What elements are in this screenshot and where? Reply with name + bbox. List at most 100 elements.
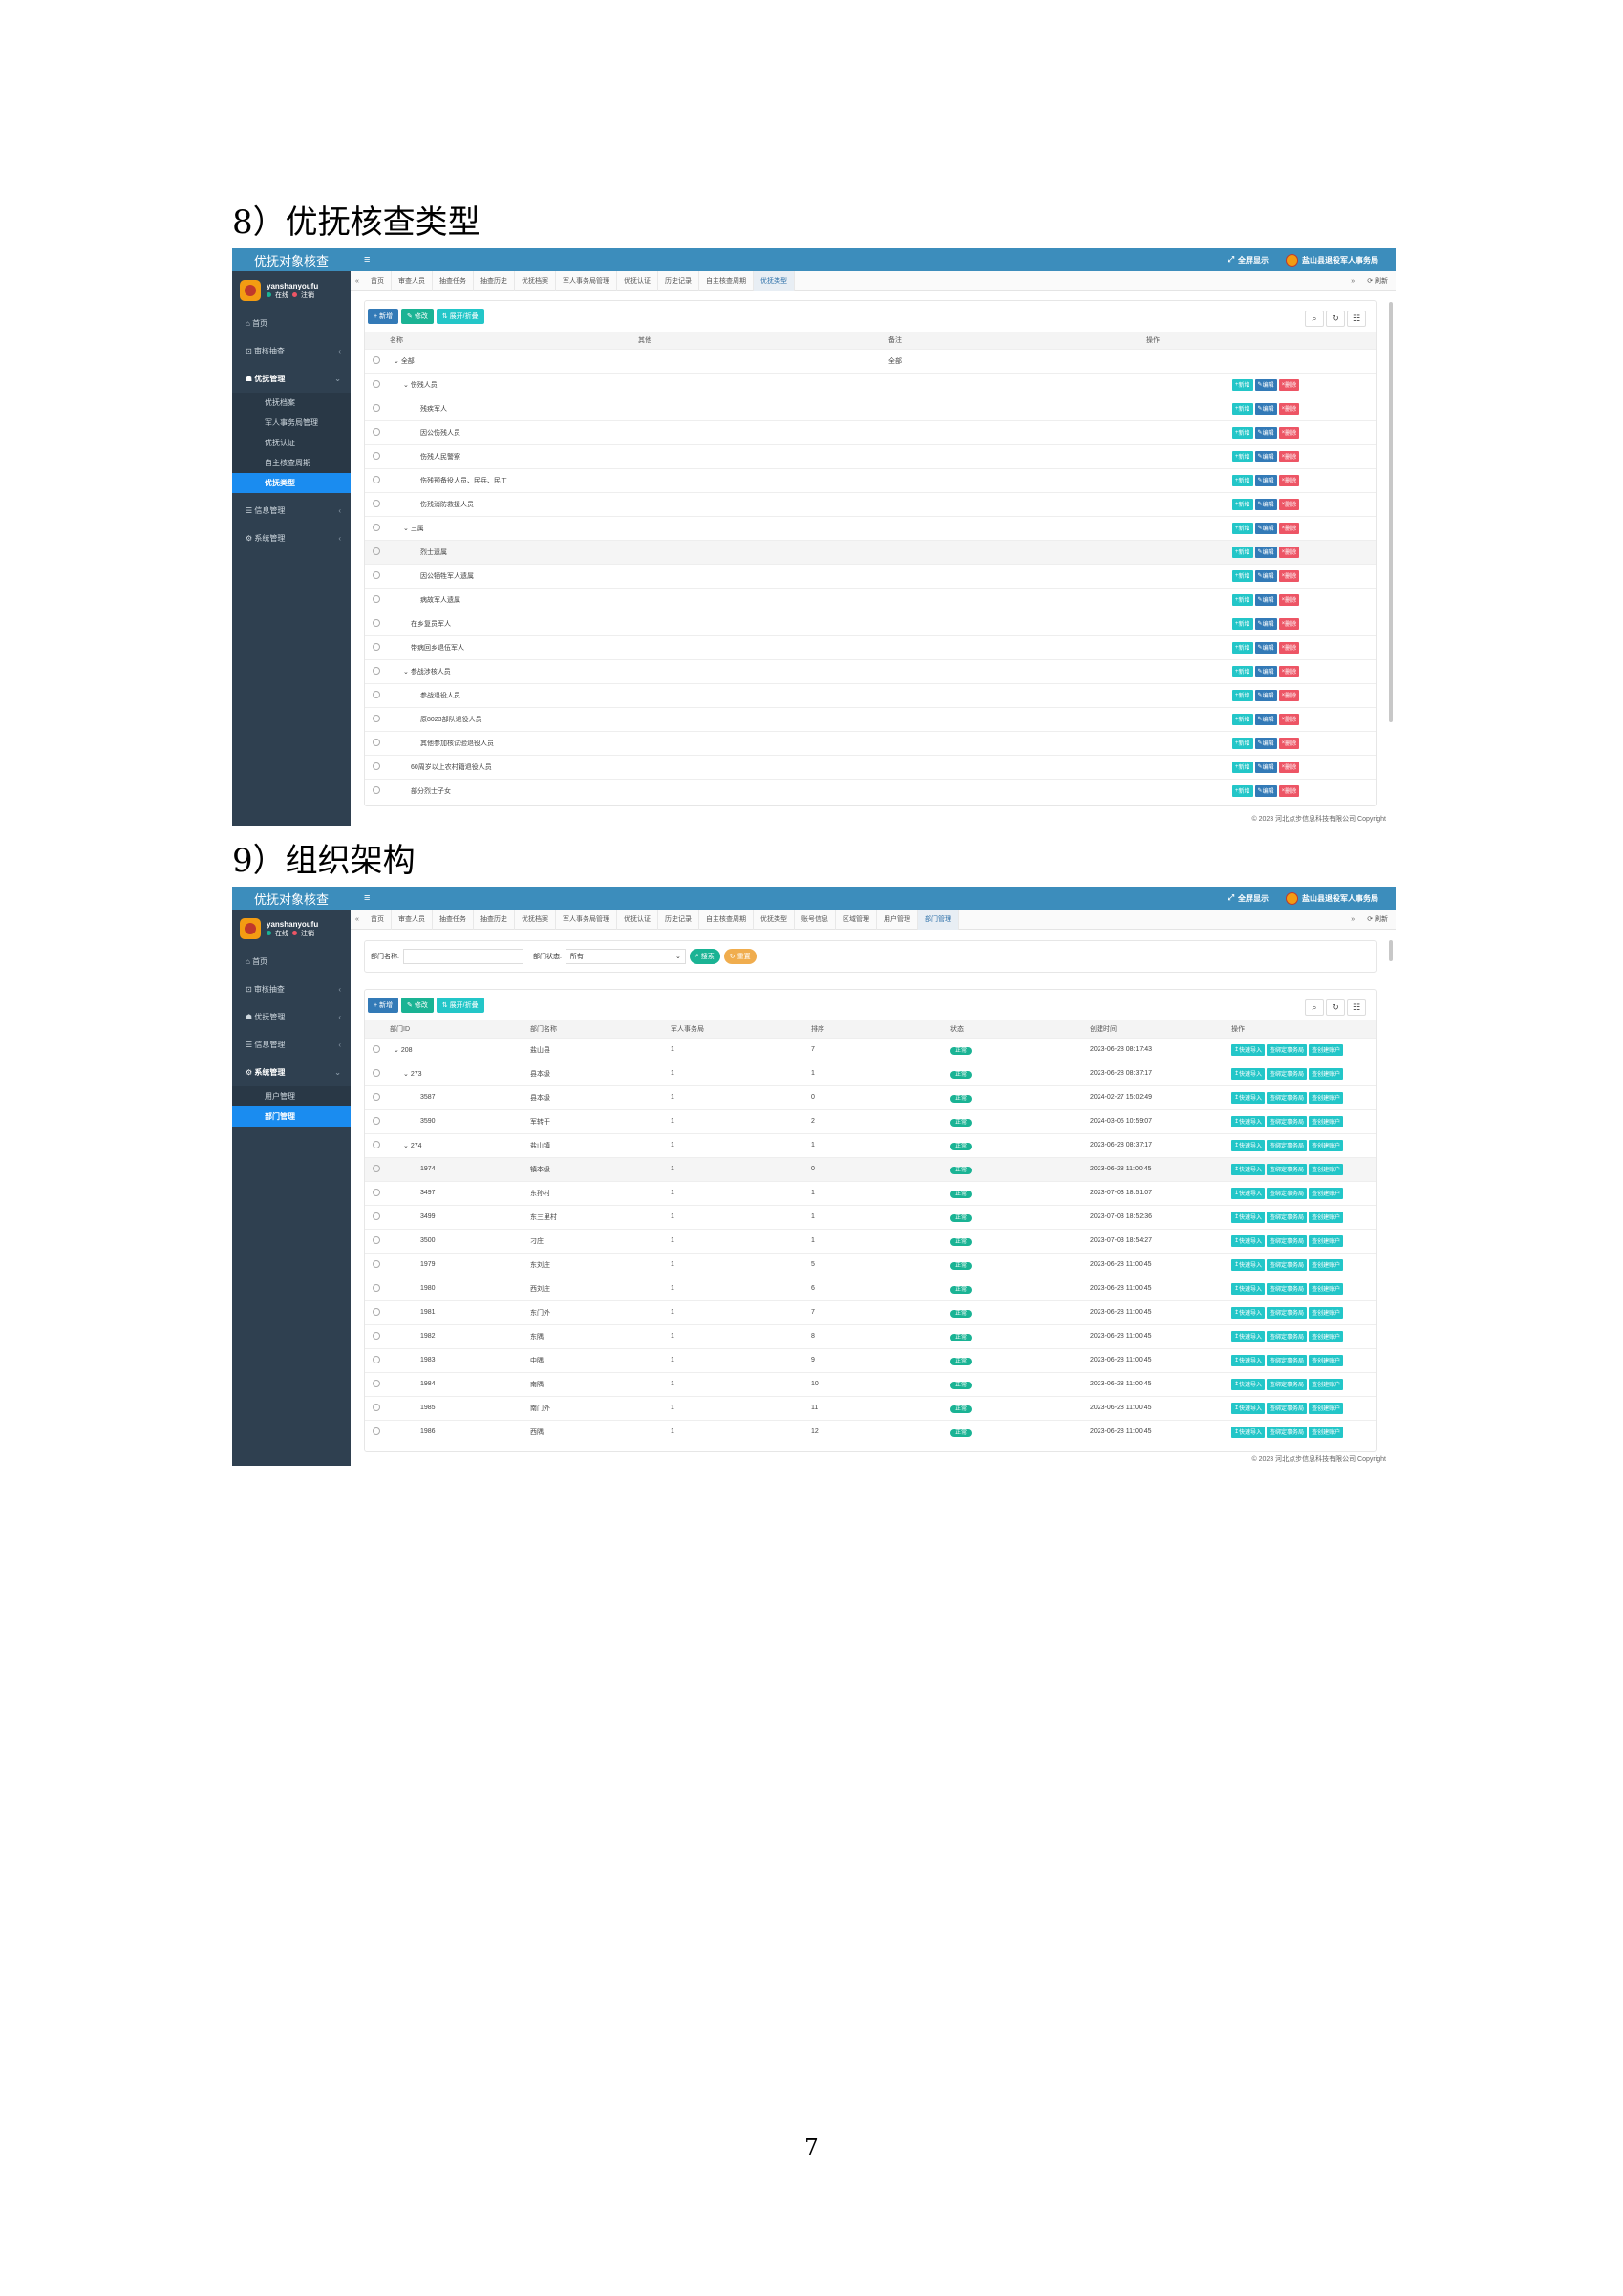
bind-bureau-button[interactable]: 查绑定事务局 [1267,1067,1308,1080]
table-row[interactable]: ⌄ 三属 + 新增 ✎ 编辑 × 删除 [365,515,1376,540]
tab-records[interactable]: 历史记录 [658,909,699,930]
avatar[interactable] [240,280,261,301]
table-row[interactable]: ⌄ 274 盐山镇 1 1 正常 2023-06-28 08:37:17 ↥ 快速… [365,1132,1376,1157]
tab-cycle[interactable]: 自主核查周期 [699,909,754,930]
row-add-button[interactable]: + 新增 [1232,641,1253,654]
row-edit-button[interactable]: ✎ 编辑 [1254,498,1277,510]
row-add-button[interactable]: + 新增 [1232,522,1253,534]
row-edit-button[interactable]: ✎ 编辑 [1254,784,1277,797]
menu-toggle-icon[interactable]: ≡ [364,254,371,266]
create-account-button[interactable]: 查创建账户 [1309,1402,1344,1414]
row-delete-button[interactable]: × 删除 [1278,402,1300,415]
create-account-button[interactable]: 查创建账户 [1309,1330,1344,1342]
bind-bureau-button[interactable]: 查绑定事务局 [1267,1115,1308,1127]
bind-bureau-button[interactable]: 查绑定事务局 [1267,1258,1308,1271]
row-edit-button[interactable]: ✎ 编辑 [1254,713,1277,725]
bind-bureau-button[interactable]: 查绑定事务局 [1267,1378,1308,1390]
row-delete-button[interactable]: × 删除 [1278,378,1300,391]
row-add-button[interactable]: + 新增 [1232,784,1253,797]
table-row[interactable]: 3499 东三里村 1 1 正常 2023-07-03 18:52:36 ↥ 快速… [365,1204,1376,1229]
table-row[interactable]: 伤残预备役人员、民兵、民工 + 新增 ✎ 编辑 × 删除 [365,467,1376,492]
quick-import-button[interactable]: ↥ 快速导入 [1231,1043,1266,1056]
row-add-button[interactable]: + 新增 [1232,713,1253,725]
sidebar-sub-archive[interactable]: 优抚档案 [232,393,351,413]
quick-import-button[interactable]: ↥ 快速导入 [1231,1067,1266,1080]
create-account-button[interactable]: 查创建账户 [1309,1163,1344,1175]
sidebar-item-system[interactable]: ⚙ 系统管理 ⌄ [246,1068,341,1077]
row-edit-button[interactable]: ✎ 编辑 [1254,378,1277,391]
row-radio[interactable] [373,1140,380,1148]
row-edit-button[interactable]: ✎ 编辑 [1254,474,1277,486]
tab-region[interactable]: 区域管理 [836,909,877,930]
tab-scroll-right-icon[interactable]: » [1351,915,1356,923]
sidebar-item-audit[interactable]: ⊡ 审核抽查 ‹ [246,347,341,355]
table-row[interactable]: 残疾军人 + 新增 ✎ 编辑 × 删除 [365,396,1376,420]
sidebar-sub-depts[interactable]: 部门管理 [232,1106,351,1127]
org-menu[interactable]: 盐山县退役军人事务局 [1286,891,1378,905]
table-row[interactable]: 3590 军转干 1 2 正常 2024-03-05 10:59:07 ↥ 快速导… [365,1108,1376,1133]
expand-collapse-button[interactable]: ⇅ 展开/折叠 [436,309,484,324]
row-edit-button[interactable]: ✎ 编辑 [1254,761,1277,773]
row-delete-button[interactable]: × 删除 [1278,617,1300,630]
row-radio[interactable] [373,738,380,746]
scrollbar[interactable] [1389,940,1393,961]
table-row[interactable]: 其他参加核试验退役人员 + 新增 ✎ 编辑 × 删除 [365,730,1376,755]
search-button[interactable]: ⌕ 搜索 [689,949,720,964]
tab-users[interactable]: 用户管理 [877,909,918,930]
row-radio[interactable] [373,475,380,483]
row-radio[interactable] [373,762,380,770]
table-row[interactable]: 1982 东隅 1 8 正常 2023-06-28 11:00:45 ↥ 快速导入… [365,1323,1376,1348]
row-add-button[interactable]: + 新增 [1232,378,1253,391]
row-delete-button[interactable]: × 删除 [1278,426,1300,439]
tab-certify[interactable]: 优抚认证 [617,270,658,291]
table-row[interactable]: 1986 西隅 1 12 正常 2023-06-28 11:00:45 ↥ 快速导… [365,1419,1376,1444]
quick-import-button[interactable]: ↥ 快速导入 [1231,1163,1266,1175]
row-radio[interactable] [373,1188,380,1196]
table-row[interactable]: ⌄ 208 盐山县 1 7 正常 2023-06-28 08:17:43 ↥ 快速… [365,1037,1376,1062]
table-row[interactable]: 1980 西刘庄 1 6 正常 2023-06-28 11:00:45 ↥ 快速导… [365,1276,1376,1300]
refresh-icon[interactable]: ↻ [1326,311,1345,327]
row-radio[interactable] [373,403,380,412]
add-button[interactable]: + 新增 [368,998,399,1013]
row-delete-button[interactable]: × 删除 [1278,450,1300,462]
row-edit-button[interactable]: ✎ 编辑 [1254,593,1277,606]
tab-home[interactable]: 首页 [364,270,392,291]
tab-bureau[interactable]: 军人事务局管理 [556,270,617,291]
chevron-down-icon[interactable]: ⌄ [394,1046,401,1054]
row-delete-button[interactable]: × 删除 [1278,665,1300,677]
edit-button[interactable]: ✎ 修改 [401,998,434,1013]
row-radio[interactable] [373,1116,380,1125]
table-row[interactable]: 1984 南隅 1 10 正常 2023-06-28 11:00:45 ↥ 快速导… [365,1371,1376,1396]
row-add-button[interactable]: + 新增 [1232,761,1253,773]
row-radio[interactable] [373,1379,380,1387]
row-delete-button[interactable]: × 删除 [1278,784,1300,797]
table-row[interactable]: ⌄ 273 县本级 1 1 正常 2023-06-28 08:37:17 ↥ 快速… [365,1061,1376,1085]
create-account-button[interactable]: 查创建账户 [1309,1234,1344,1247]
row-add-button[interactable]: + 新增 [1232,689,1253,701]
row-edit-button[interactable]: ✎ 编辑 [1254,426,1277,439]
bind-bureau-button[interactable]: 查绑定事务局 [1267,1330,1308,1342]
row-radio[interactable] [373,1068,380,1077]
tab-scroll-left-icon[interactable]: « [355,915,359,923]
row-radio[interactable] [373,427,380,436]
create-account-button[interactable]: 查创建账户 [1309,1091,1344,1104]
row-radio[interactable] [373,1283,380,1292]
tab-records[interactable]: 历史记录 [658,270,699,291]
tab-types[interactable]: 优抚类型 [754,909,795,930]
quick-import-button[interactable]: ↥ 快速导入 [1231,1115,1266,1127]
sidebar-item-home[interactable]: ⌂ 首页 [246,957,268,966]
chevron-down-icon[interactable]: ⌄ [394,357,401,365]
row-radio[interactable] [373,1235,380,1244]
quick-import-button[interactable]: ↥ 快速导入 [1231,1330,1266,1342]
columns-icon[interactable]: ☷ [1347,311,1366,327]
row-add-button[interactable]: + 新增 [1232,498,1253,510]
add-button[interactable]: + 新增 [368,309,399,324]
scrollbar[interactable] [1389,302,1393,722]
sidebar-item-audit[interactable]: ⊡ 审核抽查 ‹ [246,985,341,994]
row-delete-button[interactable]: × 删除 [1278,593,1300,606]
logout-link[interactable]: 注销 [301,930,314,937]
sidebar-sub-types[interactable]: 优抚类型 [232,473,351,493]
create-account-button[interactable]: 查创建账户 [1309,1426,1344,1438]
quick-import-button[interactable]: ↥ 快速导入 [1231,1211,1266,1223]
row-radio[interactable] [373,451,380,460]
